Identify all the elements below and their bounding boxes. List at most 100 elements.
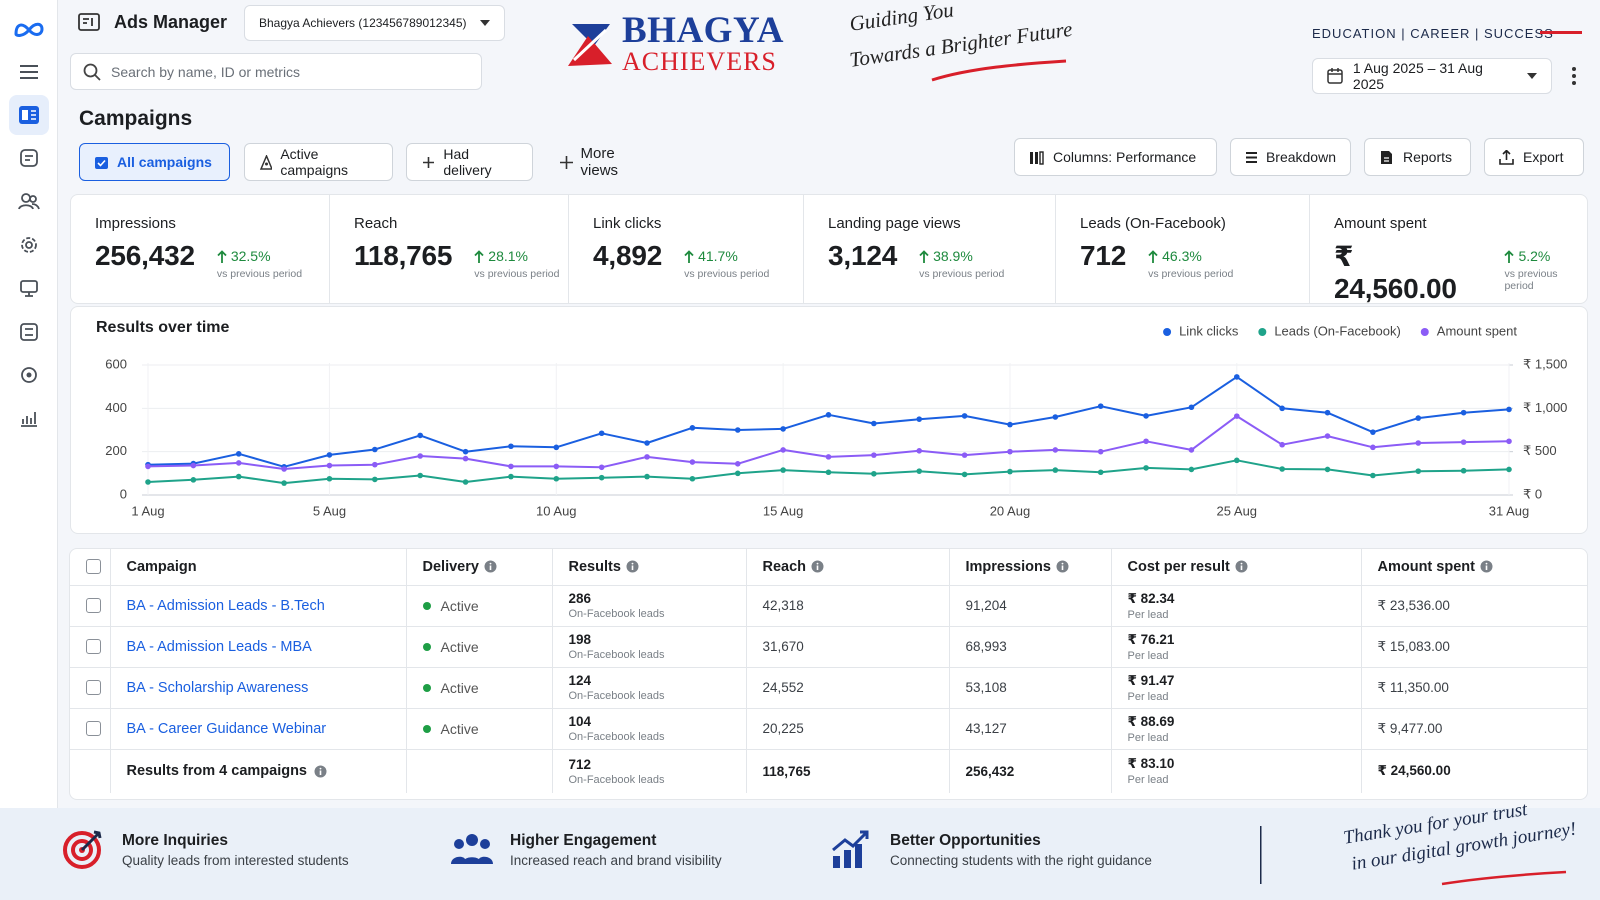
checkbox[interactable] (86, 680, 101, 696)
checkbox[interactable] (86, 598, 101, 614)
y2-tick-label: ₹ 1,500 (1523, 356, 1567, 371)
series-point (1415, 415, 1422, 421)
cell-note: Per lead (1127, 731, 1169, 744)
campaign-name[interactable]: BA - Career Guidance Webinar (126, 720, 327, 737)
toolbar-button[interactable]: Export (1484, 138, 1584, 176)
up-arrow (684, 249, 694, 263)
cell-note: Per lead (1127, 649, 1169, 662)
legend-label: Link clicks (1179, 323, 1239, 338)
select-cell (70, 749, 110, 793)
nav-icon[interactable] (9, 268, 49, 308)
nav-icon[interactable] (9, 398, 49, 438)
up-arrow (1148, 249, 1158, 263)
column-header-content: Results (569, 559, 639, 575)
campaign-row[interactable]: BA - Scholarship Awareness Active 124 On-Fa… (70, 667, 1587, 709)
total-row: Results from 4 campaigns 712 On-Facebook l… (70, 749, 1587, 793)
series-point (462, 448, 469, 455)
nav-icon[interactable] (9, 181, 49, 221)
menu-button[interactable] (9, 52, 49, 92)
status-dot (422, 683, 431, 692)
benefit-description: Quality leads from interested students (122, 853, 349, 868)
series-line (147, 375, 1510, 468)
nav-icon[interactable] (9, 355, 49, 395)
series-point (1052, 467, 1059, 473)
thanks-underline (1441, 870, 1567, 886)
benefit-description: Increased reach and brand visibility (510, 853, 722, 868)
toolbar-button[interactable]: Breakdown (1230, 138, 1351, 176)
series-point (326, 462, 333, 469)
y-tick-label: 600 (105, 356, 127, 371)
column-header-content: Campaign (127, 559, 197, 575)
checkbox[interactable] (86, 721, 101, 737)
campaign-name[interactable]: BA - Admission Leads - MBA (126, 638, 312, 655)
series-point (1506, 438, 1512, 445)
campaign-row[interactable]: BA - Admission Leads - MBA Active 198 On-Fa… (70, 626, 1587, 668)
view-tab[interactable]: All campaigns (79, 143, 230, 181)
series-point (598, 430, 605, 437)
sidebar (0, 0, 58, 808)
legend-swatch (1420, 328, 1429, 336)
campaign-name[interactable]: BA - Admission Leads - B.Tech (126, 597, 325, 614)
view-tab[interactable]: Active campaigns (244, 143, 393, 181)
kpi-label: Leads (On-Facebook) (1080, 215, 1226, 232)
cell-value: 712 (568, 756, 592, 772)
kpi-change: 38.9% vs previous period (919, 248, 1004, 280)
series-point (871, 470, 877, 477)
checkbox[interactable] (86, 559, 101, 575)
checkbox[interactable] (86, 639, 101, 655)
toolbar-button[interactable]: Reports (1364, 138, 1471, 176)
y2-tick-label: ₹ 500 (1523, 443, 1557, 458)
kpi-label: Landing page views (828, 215, 961, 232)
campaign-name[interactable]: BA - Scholarship Awareness (126, 679, 309, 696)
campaigns-nav[interactable] (9, 95, 49, 135)
x-tick-label: 25 Aug (1217, 503, 1258, 518)
column-header: Delivery (405, 549, 552, 586)
nav-icon[interactable] (9, 138, 49, 178)
delivery-status: Active (422, 680, 479, 696)
series-point (598, 474, 605, 481)
info-icon (1056, 560, 1069, 573)
kpi-tile: Link clicks 4,892 41.7% vs previous period (568, 195, 803, 303)
up-arrow (217, 249, 227, 263)
toolbar-button[interactable]: Columns: Performance (1014, 138, 1217, 176)
kpi-value: 3,124 (828, 240, 898, 271)
series-point (508, 443, 514, 450)
campaign-row[interactable]: BA - Admission Leads - B.Tech Active 286 On… (70, 585, 1587, 627)
cell-value: 104 (568, 714, 592, 729)
table-cell: ₹ 83.10 Per lead (1110, 749, 1361, 793)
footer-benefit: Better Opportunities Connecting students … (830, 828, 1152, 872)
kpi-label: Reach (354, 215, 398, 232)
tab-label: All campaigns (117, 154, 212, 170)
x-tick-label: 15 Aug (763, 503, 804, 518)
series-point (1143, 465, 1149, 471)
series-point (689, 475, 696, 482)
account-selector[interactable]: Bhagya Achievers (123456789012345) (244, 5, 505, 41)
kpi-tile: Leads (On-Facebook) 712 46.3% vs previous p… (1055, 195, 1309, 303)
series-point (281, 466, 287, 472)
series-point (1370, 429, 1376, 435)
amount-cell: ₹ 11,350.00 (1360, 667, 1587, 709)
date-picker[interactable]: 1 Aug 2025 – 31 Aug 2025 (1312, 58, 1552, 94)
campaign-row[interactable]: BA - Career Guidance Webinar Active 104 On-… (70, 708, 1587, 750)
search-box[interactable]: Search by name, ID or metrics (70, 53, 482, 90)
delivery-status: Active (422, 598, 479, 614)
view-tab[interactable]: More views (544, 143, 664, 181)
kpi-change: 41.7% vs previous period (684, 248, 769, 280)
brand-top: BHAGYA (622, 10, 785, 51)
campaign-table-card: Campaign Delivery Results Reach Impressions C… (69, 548, 1588, 800)
reach-cell: 24,552 (745, 667, 949, 709)
series-point (281, 480, 287, 486)
tab-icon (423, 156, 434, 168)
series-point (1460, 467, 1467, 474)
benefit-text: Better Opportunities Connecting students … (890, 832, 1152, 868)
more-button[interactable] (1571, 66, 1577, 86)
cell-value: ₹ 82.34 (1127, 590, 1175, 606)
kpi-change-value: 41.7% (684, 248, 769, 264)
campaign-cell: BA - Admission Leads - B.Tech (109, 585, 406, 627)
info-icon (1235, 560, 1248, 573)
nav-icon[interactable] (9, 312, 49, 352)
brand-bottom: ACHIEVERS (622, 47, 777, 76)
nav-icon[interactable] (9, 225, 49, 265)
view-tab[interactable]: Had delivery (406, 143, 533, 181)
series-point (1506, 406, 1512, 413)
